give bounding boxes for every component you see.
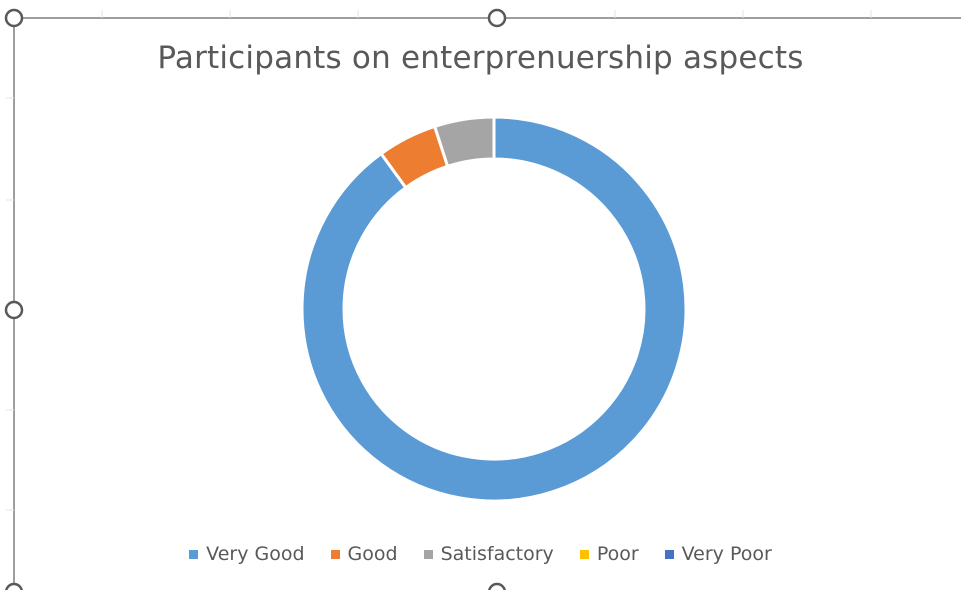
doughnut-plot: [300, 115, 688, 503]
legend-entry-good[interactable]: Good: [330, 543, 398, 565]
legend-swatch-satisfactory: [423, 549, 433, 559]
doughnut-slice-satisfactory[interactable]: [432, 115, 496, 169]
legend-swatch-very-poor: [664, 549, 674, 559]
legend-entry-very-poor[interactable]: Very Poor: [664, 543, 772, 565]
legend-label-poor: Poor: [596, 543, 639, 565]
legend-swatch-very-good: [189, 549, 199, 559]
legend-entry-poor[interactable]: Poor: [579, 543, 639, 565]
legend-label-very-good: Very Good: [206, 543, 305, 565]
chart-legend: Very Good Good Satisfactory Poor Very Poor: [0, 543, 961, 565]
chart-title: Participants on enterprenuership aspects: [157, 40, 804, 76]
resize-handle-top-middle[interactable]: [487, 8, 507, 28]
legend-entry-satisfactory[interactable]: Satisfactory: [423, 543, 554, 565]
doughnut-slice-very-good[interactable]: [300, 115, 688, 503]
resize-handle-top-left[interactable]: [4, 8, 24, 28]
legend-swatch-good: [330, 549, 340, 559]
legend-entry-very-good[interactable]: Very Good: [189, 543, 305, 565]
resize-handle-middle-left[interactable]: [4, 300, 24, 320]
resize-handle-bottom-left[interactable]: [4, 582, 24, 590]
legend-label-very-poor: Very Poor: [681, 543, 772, 565]
resize-handle-bottom-middle[interactable]: [487, 582, 507, 590]
legend-label-good: Good: [347, 543, 398, 565]
legend-swatch-poor: [579, 549, 589, 559]
legend-label-satisfactory: Satisfactory: [440, 543, 554, 565]
